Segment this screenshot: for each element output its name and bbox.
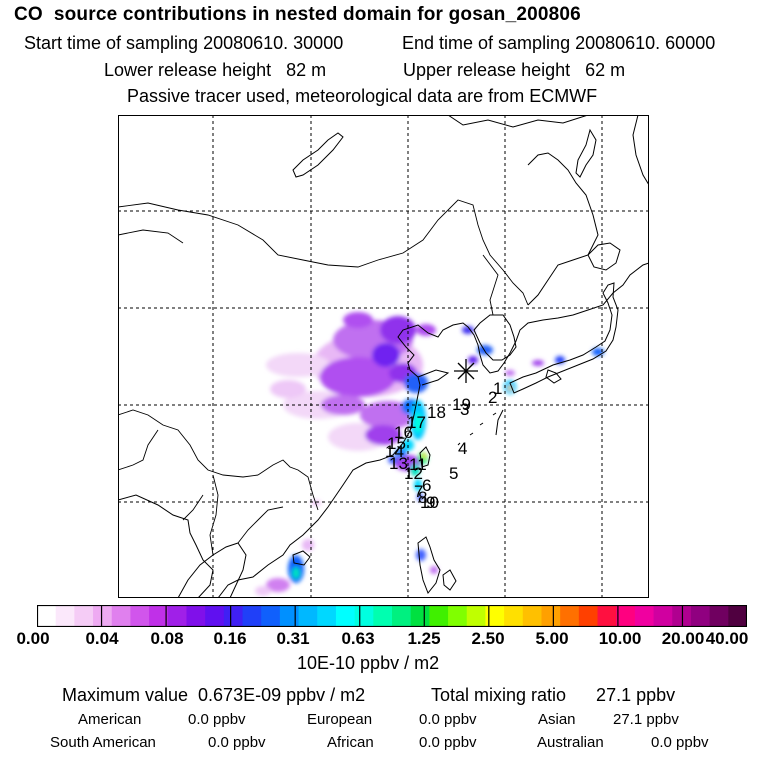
colorbar-cell: [597, 605, 617, 627]
colorbar-cell: [728, 605, 747, 627]
colorbar-cell: [261, 605, 281, 627]
region-value-asian: 27.1 ppbv: [613, 711, 679, 728]
colorbar-cell: [616, 605, 636, 627]
coastlines: [118, 115, 649, 598]
tracer-note: Passive tracer used, meteorological data…: [127, 86, 598, 106]
colorbar-cell: [410, 605, 430, 627]
trajectory-label-5: 5: [449, 464, 458, 483]
concentration-field: [255, 312, 604, 596]
colorbar-tick-label: 1.25: [407, 629, 441, 648]
region-name-asian: Asian: [538, 711, 576, 728]
colorbar-cell: [335, 605, 356, 627]
end-time: End time of sampling 20080610. 60000: [402, 33, 716, 53]
colorbar-cell: [541, 605, 561, 627]
trajectory-label-9: 9: [426, 493, 435, 512]
colorbar-cell: [55, 605, 75, 627]
colorbar-cell: [167, 605, 188, 627]
region-name-european: European: [307, 711, 373, 728]
colorbar-cell: [466, 605, 487, 627]
trajectory-label-12: 12: [404, 464, 423, 483]
colorbar-cell: [74, 605, 94, 627]
trajectory-label-6: 6: [422, 476, 431, 495]
colorbar-tick-label: 0.31: [276, 629, 310, 648]
region-value-australian: 0.0 ppbv: [651, 734, 709, 751]
region-name-african: African: [327, 734, 374, 751]
trajectory-label-1: 1: [493, 379, 502, 398]
region-value-african: 0.0 ppbv: [419, 734, 477, 751]
maximum-value: Maximum value 0.673E-09 ppbv / m2: [62, 685, 366, 705]
colorbar-cell: [522, 605, 543, 627]
colorbar-tick-label: 0.04: [85, 629, 119, 648]
trajectory-label-11: 11: [409, 455, 427, 474]
start-time: Start time of sampling 20080610. 30000: [24, 33, 344, 53]
trajectory-labels: 1 2 3 4 5 6 7 8 9 10 11 12 13 14 15 16 1…: [385, 379, 502, 512]
colorbar-cell: [709, 605, 729, 627]
trajectory-label-18: 18: [427, 403, 446, 422]
colorbar-tick-label: 5.00: [535, 629, 569, 648]
region-name-south-american: South American: [50, 734, 156, 751]
total-mixing-ratio: Total mixing ratio 27.1 ppbv: [431, 685, 676, 705]
colorbar-cell: [429, 605, 449, 627]
colorbar-tick-label: 0.08: [150, 629, 184, 648]
trajectory-label-15: 15: [387, 434, 406, 453]
trajectory-label-7: 7: [414, 482, 423, 501]
graticule: [118, 115, 649, 598]
colorbar-cell: [653, 605, 673, 627]
colorbar-tick-label: 0.00: [16, 629, 50, 648]
colorbar-tick-label: 0.63: [341, 629, 375, 648]
colorbar-cell: [298, 605, 318, 627]
colorbar-tick-label: 2.50: [471, 629, 505, 648]
upper-release-height: Upper release height 62 m: [403, 60, 626, 80]
trajectory-label-4: 4: [458, 439, 467, 458]
colorbar: [37, 605, 747, 627]
colorbar-cell: [205, 605, 225, 627]
country-borders: [118, 199, 529, 556]
colorbar-tick-label: 10.00: [598, 629, 642, 648]
colorbar-cell: [560, 605, 580, 627]
colorbar-cell: [485, 605, 505, 627]
colorbar-cell: [149, 605, 169, 627]
colorbar-cell: [392, 605, 412, 627]
colorbar-cell: [504, 605, 524, 627]
trajectory-label-16: 16: [394, 423, 413, 442]
colorbar-tick-label: 40.00: [705, 629, 749, 648]
colorbar-cell: [130, 605, 150, 627]
colorbar-tick-label: 20.00: [661, 629, 705, 648]
colorbar-cell: [223, 605, 244, 627]
region-name-american: American: [78, 711, 142, 728]
trajectory-label-14: 14: [385, 442, 404, 461]
colorbar-cell: [111, 605, 132, 627]
colorbar-cell: [279, 605, 300, 627]
colorbar-cell: [690, 605, 711, 627]
colorbar-cell: [93, 605, 113, 627]
trajectory-label-17: 17: [407, 413, 426, 432]
receptor-marker: [454, 359, 478, 383]
region-value-american: 0.0 ppbv: [188, 711, 246, 728]
colorbar-cell: [186, 605, 206, 627]
trajectory-label-19: 19: [452, 395, 471, 414]
colorbar-cell: [317, 605, 337, 627]
trajectory-label-10: 10: [420, 493, 439, 512]
trajectory-label-8: 8: [418, 488, 427, 507]
colorbar-cell: [354, 605, 374, 627]
colorbar-cell: [373, 605, 393, 627]
colorbar-cell: [37, 605, 57, 627]
colorbar-cell: [578, 605, 599, 627]
trajectory-label-13: 13: [389, 454, 408, 473]
trajectory-label-2: 2: [488, 388, 497, 407]
colorbar-tick-label: 0.16: [213, 629, 247, 648]
colorbar-unit: 10E-10 ppbv / m2: [297, 653, 440, 673]
region-name-australian: Australian: [537, 734, 604, 751]
region-value-south-american: 0.0 ppbv: [208, 734, 266, 751]
lower-release-height: Lower release height 82 m: [104, 60, 327, 80]
trajectory-label-3: 3: [460, 400, 469, 419]
colorbar-cell: [448, 605, 468, 627]
colorbar-cell: [242, 605, 262, 627]
colorbar-cell: [634, 605, 655, 627]
plot-title: CO source contributions in nested domain…: [14, 4, 581, 25]
source-contribution-map: 1 2 3 4 5 6 7 8 9 10 11 12 13 14 15 16 1…: [118, 115, 649, 598]
region-value-european: 0.0 ppbv: [419, 711, 477, 728]
